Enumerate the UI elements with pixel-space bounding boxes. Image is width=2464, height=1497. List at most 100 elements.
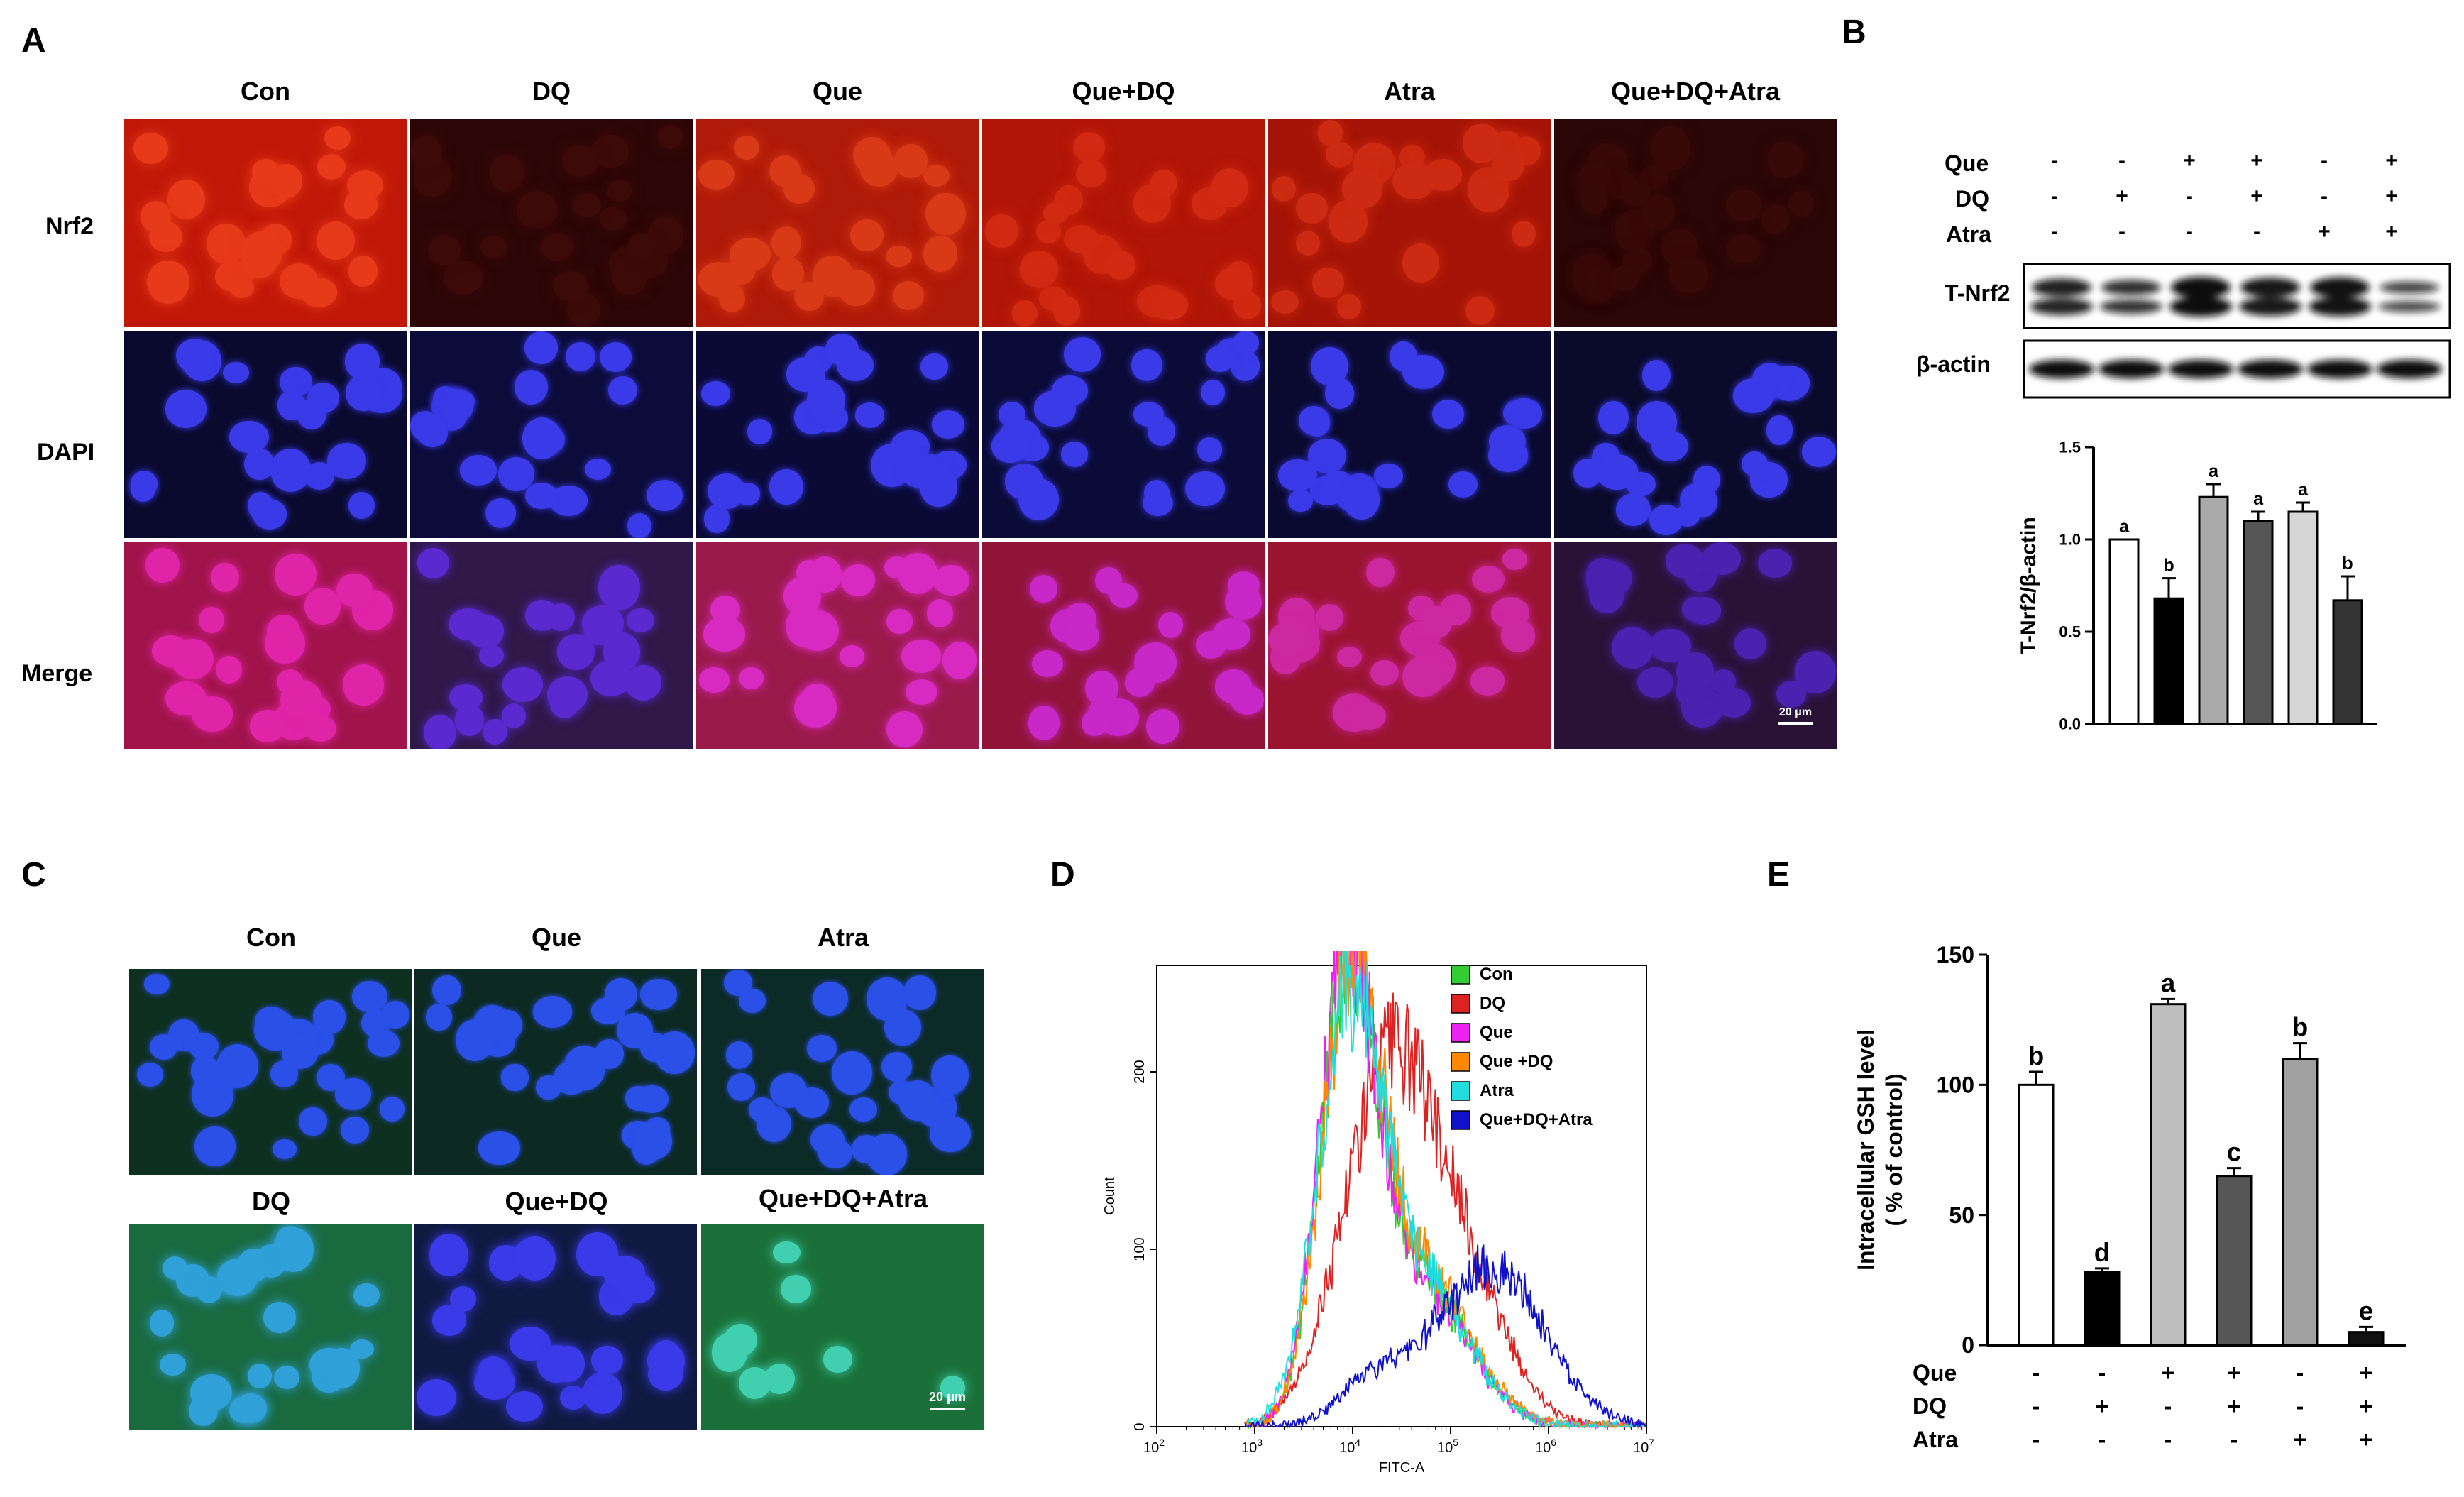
sign-dq-0: -	[2051, 185, 2058, 208]
nucleus	[1270, 290, 1299, 314]
col-header-que: Que	[812, 77, 862, 106]
ros-bottom-image-1	[414, 1224, 697, 1430]
x-tick-label: 103	[1241, 1437, 1263, 1456]
legend-swatch	[1451, 1081, 1470, 1101]
nucleus	[549, 689, 578, 719]
nucleus	[1421, 605, 1453, 638]
histogram-series	[1244, 951, 1646, 1430]
ros-top-image-0	[129, 969, 412, 1175]
nucleus	[317, 221, 356, 260]
col-header-que-dq: Que+DQ	[1072, 77, 1175, 106]
nucleus	[566, 341, 596, 372]
nucleus	[189, 1373, 232, 1412]
nucleus	[1296, 192, 1328, 224]
nucleus	[1734, 628, 1766, 659]
bar	[2287, 510, 2319, 725]
sign-que-1: -	[2118, 149, 2125, 172]
nucleus	[190, 1055, 219, 1087]
nucleus	[583, 1372, 623, 1415]
nucleus	[1018, 478, 1059, 521]
histogram-series	[1244, 951, 1646, 1430]
c-header-que-dq-atra: Que+DQ+Atra	[758, 1184, 928, 1213]
treatment-sign: +	[2360, 1393, 2373, 1419]
nucleus	[603, 1255, 646, 1290]
nucleus	[494, 1010, 522, 1041]
nucleus	[1063, 225, 1099, 254]
bar	[2150, 1003, 2187, 1347]
merge-image-5	[1554, 542, 1837, 749]
nucleus	[654, 1031, 695, 1074]
nucleus	[825, 333, 859, 366]
blot-frame-t-nrf2	[2023, 263, 2451, 329]
dapi-image-0	[124, 331, 407, 538]
nucleus	[522, 417, 561, 460]
nucleus	[898, 553, 938, 594]
nucleus	[151, 635, 190, 667]
nucleus	[738, 1366, 771, 1399]
nucleus	[703, 617, 745, 652]
nucleus	[985, 214, 1018, 248]
nucleus	[1215, 669, 1253, 704]
nucleus	[628, 233, 656, 258]
treatment-sign: +	[2228, 1393, 2241, 1419]
panel-label-b: B	[1842, 13, 1866, 51]
panel-label-d: D	[1050, 856, 1075, 894]
nucleus	[149, 221, 182, 252]
nucleus	[244, 449, 275, 481]
col-header-atra: Atra	[1383, 77, 1436, 106]
nucleus	[351, 980, 387, 1012]
nucleus	[210, 562, 240, 592]
nucleus	[730, 237, 771, 271]
nucleus	[478, 1131, 520, 1166]
nucleus	[1766, 415, 1793, 445]
nucleus	[299, 1107, 328, 1136]
nucleus	[1611, 626, 1654, 669]
bar	[2018, 1083, 2055, 1347]
nucleus	[831, 1051, 873, 1095]
nucleus	[345, 374, 382, 411]
nucleus	[1144, 479, 1170, 507]
nucleus	[1615, 493, 1651, 527]
scale-bar-a: 20 μm	[1767, 706, 1824, 725]
nucleus	[1342, 168, 1383, 209]
nucleus	[1064, 603, 1097, 637]
nrf2-image-1	[410, 119, 693, 327]
significance-letter: a	[2161, 968, 2176, 997]
nucleus	[532, 996, 572, 1028]
scale-bar-a-label: 20 μm	[1778, 706, 1813, 718]
nucleus	[991, 429, 1030, 463]
nucleus	[785, 605, 825, 647]
nucleus	[277, 390, 305, 421]
nucleus	[524, 331, 558, 364]
nucleus	[1596, 454, 1639, 490]
nucleus	[270, 448, 311, 493]
treatment-sign: +	[2162, 1360, 2175, 1386]
nucleus	[251, 158, 280, 185]
treatment-sign: -	[2099, 1427, 2106, 1452]
y-axis-label-2: ( % of control)	[1881, 1073, 1907, 1226]
blot-label-beta-actin: β-actin	[1916, 351, 1991, 377]
sign-dq-3: +	[2250, 185, 2263, 208]
nucleus	[428, 235, 461, 266]
nucleus	[1200, 380, 1226, 406]
nucleus	[167, 180, 206, 219]
nucleus	[343, 190, 378, 219]
nucleus	[1353, 702, 1387, 730]
y-tick-label: 0.5	[2059, 623, 2081, 641]
nucleus	[515, 370, 549, 405]
significance-letter: c	[2227, 1138, 2241, 1167]
nucleus	[515, 1236, 556, 1281]
chart-d: 102 103 104 105 106 1070100200FITC-ACountConD…	[1102, 951, 1654, 1476]
nucleus	[273, 1366, 300, 1390]
sign-que-3: +	[2250, 149, 2263, 172]
nucleus	[584, 458, 612, 481]
nucleus	[920, 466, 957, 507]
treatment-label-atra: Atra	[1946, 221, 1992, 247]
row-label-merge: Merge	[21, 660, 93, 687]
nucleus	[1757, 549, 1792, 578]
nucleus	[823, 1346, 853, 1373]
nucleus	[769, 469, 803, 505]
x-tick-base: 10	[1241, 1440, 1257, 1456]
t-nrf2-band-upper	[2380, 281, 2439, 294]
nucleus	[920, 353, 948, 380]
